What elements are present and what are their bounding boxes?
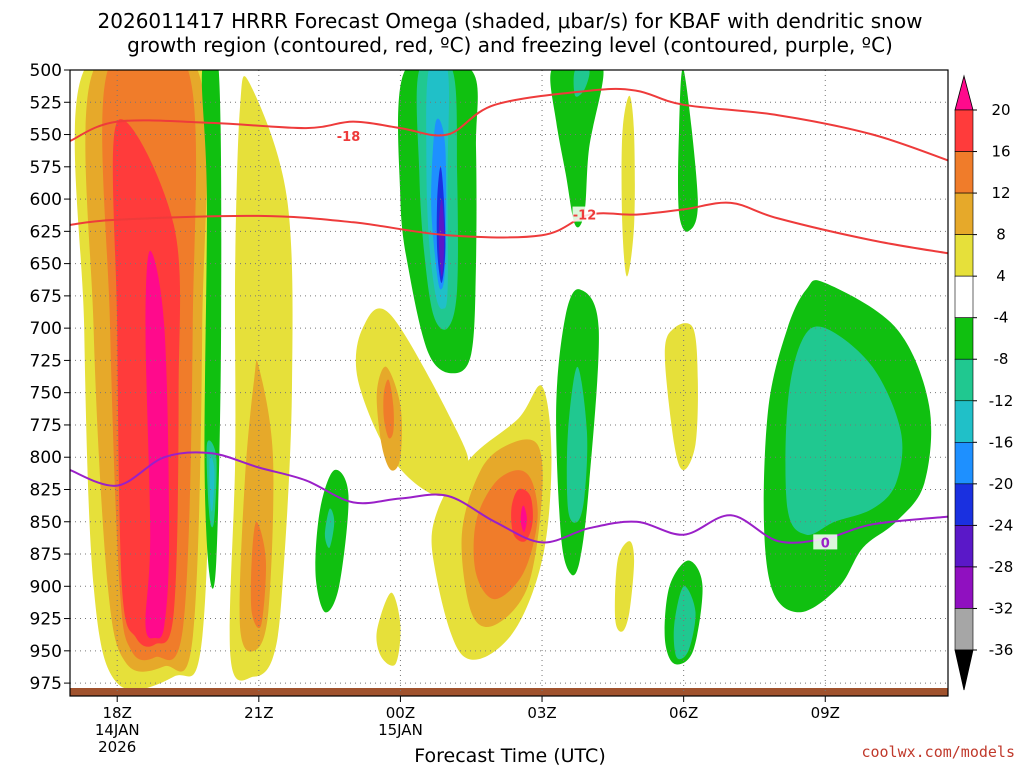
omega-shading [74, 70, 932, 690]
x-tick-label-09Z: 09Z [811, 704, 840, 722]
y-tick-label-975: 975 [30, 674, 62, 694]
colorbar-swatch-2 [954, 151, 974, 194]
omega-region-10 [209, 455, 215, 512]
y-tick-label-675: 675 [30, 287, 62, 307]
x-tick-year-18Z: 2026 [98, 738, 136, 756]
colorbar-label-1: 16 [991, 143, 1010, 161]
y-tick-label-850: 850 [30, 513, 62, 533]
colorbar-label-0: 20 [991, 101, 1010, 119]
colorbar-legend: 20 16 12 8 4 -4 -8 -12 -16 -20 -24 -28 -32 -36 [954, 74, 1014, 691]
contour-label-bg-0 [336, 127, 361, 143]
colorbar-swatch-9 [954, 442, 974, 485]
chart-title-line2: growth region (contoured, red, ºC) and f… [127, 33, 893, 57]
colorbar-label-3: 8 [996, 226, 1006, 244]
x-tick-label-18Z: 18Z [103, 704, 132, 722]
contour-line-2 [70, 451, 948, 544]
omega-region-37 [673, 586, 696, 660]
colorbar-label-4: 4 [996, 267, 1006, 285]
omega-region-16 [520, 505, 527, 533]
omega-region-20 [614, 541, 635, 632]
y-tick-label-950: 950 [30, 642, 62, 662]
y-tick-label-700: 700 [30, 319, 62, 339]
colorbar-swatch-11 [954, 525, 974, 568]
colorbar-swatch-10 [954, 483, 974, 526]
omega-region-39 [785, 326, 903, 535]
y-tick-label-600: 600 [30, 190, 62, 210]
terrain-ground [70, 688, 948, 696]
y-tick-label-575: 575 [30, 158, 62, 178]
omega-region-19 [376, 592, 401, 666]
omega-region-35 [678, 70, 698, 232]
y-tick-label-750: 750 [30, 384, 62, 404]
x-tick-label-21Z: 21Z [244, 704, 273, 722]
y-tick-label-875: 875 [30, 545, 62, 565]
contour-label-bg-1 [572, 206, 597, 222]
y-tick-label-775: 775 [30, 416, 62, 436]
plot-frame [69, 69, 949, 697]
x-tick-date-00Z: 15JAN [378, 721, 423, 739]
colorbar-label-13: -36 [989, 641, 1014, 659]
y-tick-label-800: 800 [30, 448, 62, 468]
colorbar-swatch-3 [954, 192, 974, 235]
y-tick-label-650: 650 [30, 255, 62, 275]
colorbar-label-10: -24 [989, 516, 1014, 534]
y-tick-label-925: 925 [30, 610, 62, 630]
colorbar-bottom-arrow [954, 649, 974, 691]
colorbar-label-5: -4 [994, 309, 1009, 327]
y-tick-label-525: 525 [30, 93, 62, 113]
colorbar-top-arrow [954, 74, 974, 111]
omega-region-11 [355, 308, 469, 497]
chart-title-line1: 2026011417 HRRR Forecast Omega (shaded, … [98, 9, 923, 33]
colorbar-swatch-12 [954, 566, 974, 609]
colorbar-swatch-7 [954, 358, 974, 402]
colorbar-label-9: -20 [989, 475, 1014, 493]
omega-region-31 [550, 70, 604, 228]
colorbar-label-6: -8 [994, 350, 1009, 368]
y-tick-label-900: 900 [30, 577, 62, 597]
omega-region-24 [324, 508, 335, 548]
colorbar-label-12: -32 [989, 599, 1014, 617]
contour-label-bg-2 [813, 534, 838, 550]
omega-region-21 [664, 323, 698, 471]
colorbar-label-7: -12 [989, 392, 1014, 410]
y-tick-label-725: 725 [30, 351, 62, 371]
omega-region-32 [573, 70, 590, 97]
contour-label-2: 0 [821, 536, 830, 551]
x-tick-label-00Z: 00Z [386, 704, 415, 722]
colorbar-swatch-1 [954, 109, 974, 152]
omega-region-34 [566, 366, 588, 523]
omega-region-18 [383, 379, 394, 439]
colorbar-label-8: -16 [989, 433, 1014, 451]
omega-region-23 [315, 469, 349, 613]
contour-line-0 [70, 87, 948, 162]
y-axis-pressure: 500 525 550 575 600 625 650 675 700 725 750 775 800 8… [30, 61, 70, 694]
colorbar-swatch-5 [954, 275, 974, 318]
omega-region-7 [250, 521, 267, 629]
contour-label-1: -12 [573, 209, 597, 224]
x-tick-label-06Z: 06Z [669, 704, 698, 722]
omega-region-4 [145, 250, 170, 639]
y-tick-label-625: 625 [30, 222, 62, 242]
contour-label-0: -18 [337, 130, 361, 145]
temperature-contours: -18 -12 0 [70, 87, 948, 551]
y-tick-label-825: 825 [30, 480, 62, 500]
site-credit[interactable]: coolwx.com/models [861, 743, 1015, 761]
colorbar-swatch-4 [954, 234, 974, 277]
colorbar-label-11: -28 [989, 558, 1014, 576]
omega-region-30 [438, 198, 445, 277]
colorbar-swatch-6 [954, 317, 974, 360]
y-tick-label-500: 500 [30, 61, 62, 81]
colorbar-swatch-13 [954, 608, 974, 651]
x-axis-label: Forecast Time (UTC) [414, 745, 605, 767]
x-tick-label-03Z: 03Z [527, 704, 556, 722]
y-tick-label-550: 550 [30, 126, 62, 146]
omega-region-22 [621, 95, 635, 277]
x-tick-date-18Z: 14JAN [95, 721, 140, 739]
colorbar-label-2: 12 [991, 184, 1010, 202]
colorbar-swatch-8 [954, 400, 974, 443]
